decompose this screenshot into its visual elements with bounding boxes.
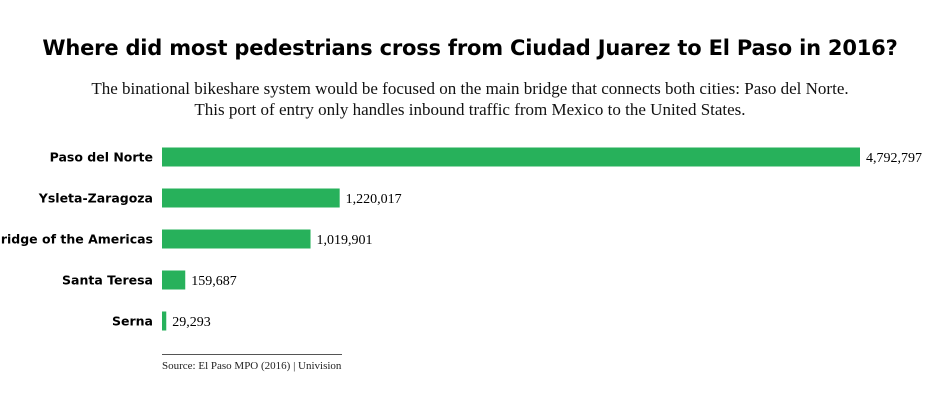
value-label: 159,687 xyxy=(191,274,237,289)
subtitle-line-2: This port of entry only handles inbound … xyxy=(194,100,746,119)
value-label: 1,019,901 xyxy=(317,233,373,248)
bar xyxy=(162,188,340,208)
value-label: 4,792,797 xyxy=(866,151,922,166)
value-label: 1,220,017 xyxy=(346,192,402,207)
bar xyxy=(162,270,186,290)
subtitle-line-1: The binational bikeshare system would be… xyxy=(91,79,849,98)
category-label: Serna xyxy=(112,314,153,329)
source-note: Source: El Paso MPO (2016) | Univision xyxy=(162,360,342,372)
chart-subtitle: The binational bikeshare system would be… xyxy=(0,78,940,120)
source-divider xyxy=(162,354,342,355)
category-label: Ysleta-Zaragoza xyxy=(38,191,153,206)
category-label: Bridge of the Americas xyxy=(0,232,153,247)
category-label: Paso del Norte xyxy=(50,150,153,165)
bar xyxy=(162,147,860,167)
bar xyxy=(162,311,167,331)
bar xyxy=(162,229,311,249)
chart-title: Where did most pedestrians cross from Ci… xyxy=(42,36,898,60)
category-label: Santa Teresa xyxy=(62,273,153,288)
value-label: 29,293 xyxy=(172,315,211,330)
